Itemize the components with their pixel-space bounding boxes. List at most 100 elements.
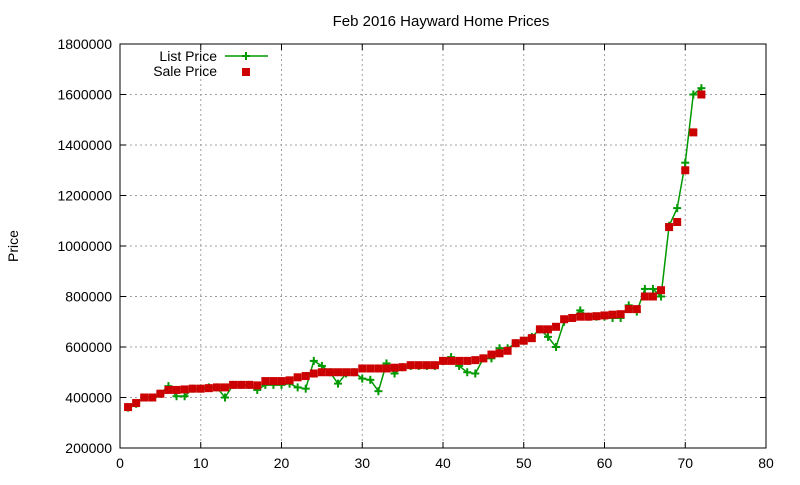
sale-price-point <box>608 310 617 319</box>
sale-price-point <box>317 368 326 377</box>
sale-price-point <box>277 377 286 386</box>
sale-price-point <box>624 305 633 314</box>
list-price-point <box>180 392 189 401</box>
list-price-point <box>681 158 690 167</box>
sale-price-point <box>390 363 399 372</box>
sale-price-point <box>600 311 609 320</box>
sale-price-point <box>697 90 706 99</box>
sale-price-point <box>568 313 577 322</box>
y-axis-label: Price <box>5 230 21 262</box>
series-layer <box>124 84 706 412</box>
sale-price-point <box>358 364 367 373</box>
y-tick-label: 1400000 <box>57 137 112 153</box>
sale-price-point <box>196 384 205 393</box>
sale-price-point <box>592 312 601 321</box>
sale-price-point <box>673 218 682 227</box>
sale-price-point <box>325 368 334 377</box>
sale-price-point <box>455 356 464 365</box>
y-tick-label: 1600000 <box>57 87 112 103</box>
sale-price-point <box>463 356 472 365</box>
legend-label-sale-price: Sale Price <box>153 63 217 79</box>
sale-price-point <box>576 312 585 321</box>
x-tick-label: 80 <box>758 455 774 471</box>
sale-price-point <box>640 292 649 301</box>
list-price-point <box>334 379 343 388</box>
sale-price-point <box>212 383 221 392</box>
sale-price-point <box>487 350 496 359</box>
sale-price-point <box>237 380 246 389</box>
list-price-point <box>358 374 367 383</box>
sale-price-point <box>657 286 666 295</box>
sale-price-point <box>511 339 520 348</box>
sale-price-point <box>414 361 423 370</box>
legend-swatch-sale-price <box>242 68 250 76</box>
sale-price-point <box>560 315 569 324</box>
x-tick-label: 30 <box>354 455 370 471</box>
x-tick-label: 10 <box>193 455 209 471</box>
list-price-point <box>309 356 318 365</box>
sale-price-point <box>689 128 698 137</box>
x-tick-label: 0 <box>116 455 124 471</box>
sale-price-point <box>503 346 512 355</box>
sale-price-point <box>681 166 690 175</box>
sale-price-point <box>269 377 278 386</box>
sale-price-point <box>220 383 229 392</box>
list-price-point <box>552 343 561 351</box>
sale-price-point <box>447 356 456 365</box>
sale-price-point <box>342 368 351 377</box>
sale-price-point <box>366 364 375 373</box>
sale-price-point <box>140 393 149 402</box>
sale-price-point <box>543 325 552 334</box>
sale-price-point <box>519 336 528 345</box>
series-list-price <box>124 84 706 412</box>
list-price-point <box>374 387 383 396</box>
sale-price-point <box>495 349 504 358</box>
sale-price-point <box>471 356 480 365</box>
x-tick-label: 70 <box>677 455 693 471</box>
sale-price-point <box>535 325 544 334</box>
sale-price-point <box>261 377 270 386</box>
sale-price-point <box>245 380 254 389</box>
x-tick-label: 20 <box>274 455 290 471</box>
chart-title: Feb 2016 Hayward Home Prices <box>333 13 550 30</box>
sale-price-point <box>382 364 391 373</box>
legend-swatch-list-price-marker <box>242 52 250 60</box>
sale-price-point <box>350 368 359 377</box>
list-price-point <box>301 384 310 393</box>
sale-price-point <box>665 223 674 232</box>
sale-price-point <box>253 381 262 390</box>
y-tick-label: 200000 <box>65 440 112 456</box>
sale-price-point <box>164 385 173 394</box>
list-price-point <box>463 368 472 377</box>
sale-price-point <box>156 389 165 398</box>
list-price-point <box>673 204 682 213</box>
sale-price-point <box>479 354 488 363</box>
sale-price-point <box>293 373 302 382</box>
sale-price-point <box>334 368 343 377</box>
list-price-point <box>293 383 302 392</box>
sale-price-point <box>527 334 536 343</box>
y-tick-label: 1800000 <box>57 36 112 52</box>
y-tick-label: 800000 <box>65 289 112 305</box>
sale-price-point <box>584 312 593 321</box>
sale-price-point <box>229 380 238 389</box>
sale-price-point <box>374 364 383 373</box>
sale-price-point <box>285 376 294 385</box>
sale-price-point <box>204 384 213 393</box>
list-price-point <box>366 375 375 384</box>
x-tick-label: 40 <box>435 455 451 471</box>
sale-price-point <box>132 399 141 408</box>
sale-price-point <box>180 385 189 394</box>
sale-price-point <box>124 403 133 412</box>
sale-price-point <box>648 292 657 301</box>
sale-price-point <box>309 369 318 378</box>
sale-price-point <box>172 385 181 394</box>
list-price-point <box>640 284 649 293</box>
sale-price-point <box>422 361 431 370</box>
sale-price-point <box>616 310 625 319</box>
sale-price-point <box>188 384 197 393</box>
list-price-point <box>689 90 698 99</box>
